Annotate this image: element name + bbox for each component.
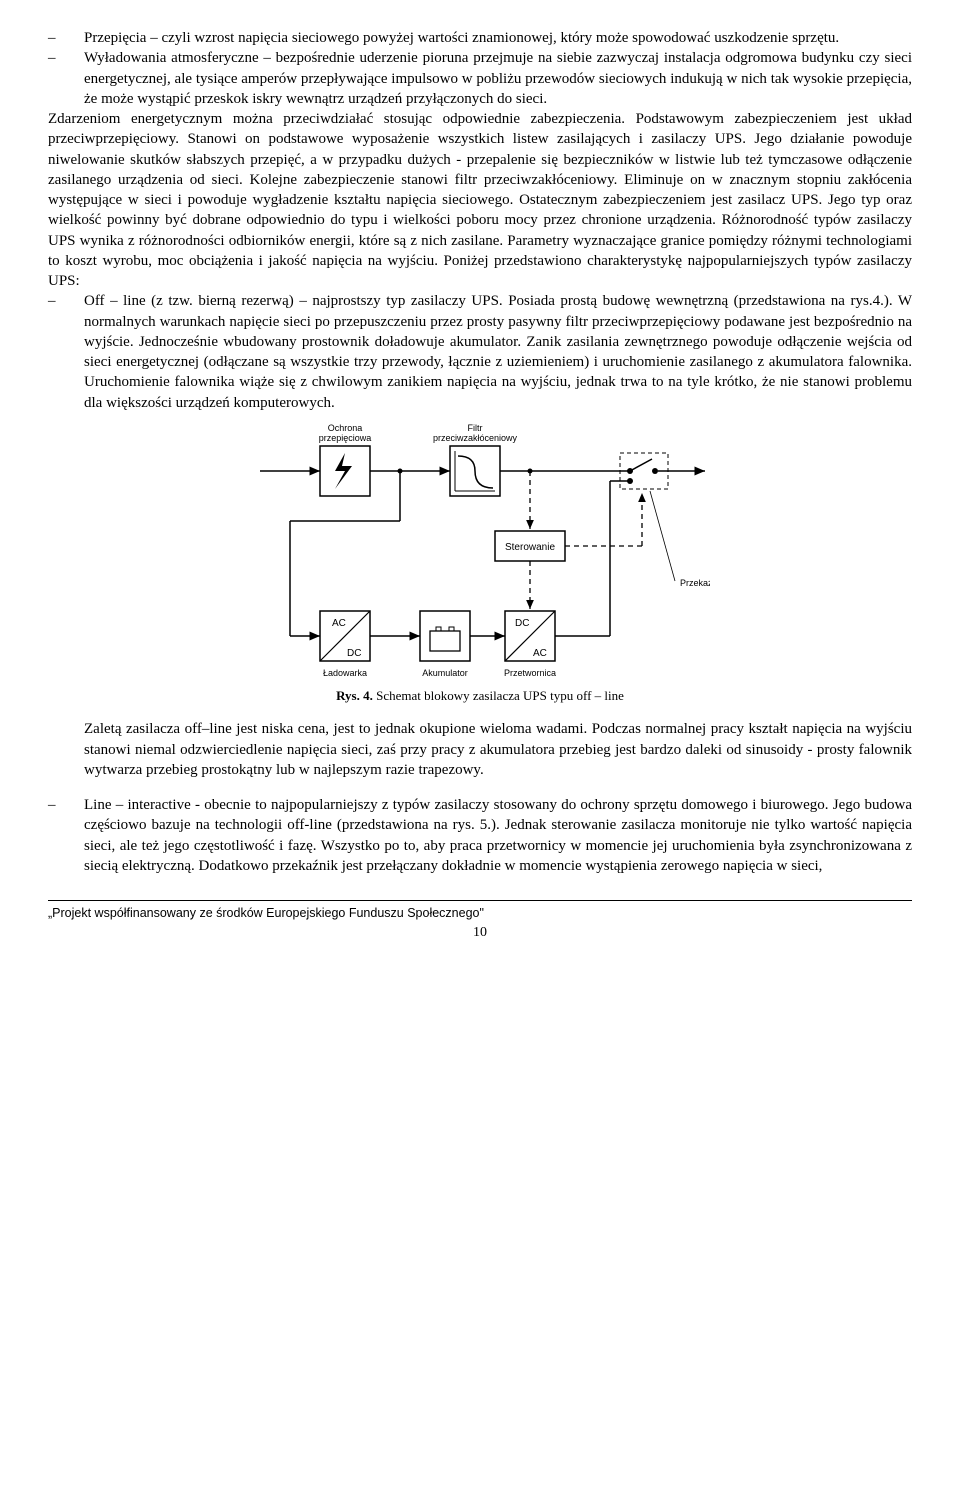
label-inverter: Przetwornica [504, 668, 556, 678]
label-battery: Akumulator [422, 668, 468, 678]
bullet-text: Line – interactive - obecnie to najpopul… [84, 795, 912, 876]
label-ac: AC [533, 648, 547, 659]
caption-text: Schemat blokowy zasilacza UPS typu off –… [373, 688, 624, 703]
relay-node [652, 468, 658, 474]
body-paragraph: Zdarzeniom energetycznym można przeciwdz… [48, 109, 912, 291]
bullet-text: Off – line (z tzw. bierną rezerwą) – naj… [84, 291, 912, 413]
relay-node [627, 478, 633, 484]
bullet-dash: – [48, 795, 84, 876]
label-relay: Przekaźnik [680, 578, 710, 588]
page-number: 10 [48, 924, 912, 943]
caption-prefix: Rys. 4. [336, 688, 373, 703]
label-dc: DC [347, 648, 361, 659]
bullet-dash: – [48, 28, 84, 48]
ups-offline-diagram: Ochrona przepięciowa Filtr przeciwzakłóc… [48, 421, 912, 681]
bullet-item: – Przepięcia – czyli wzrost napięcia sie… [48, 28, 912, 48]
label-dc: DC [515, 618, 529, 629]
label-control: Sterowanie [505, 542, 555, 553]
label-ac: AC [332, 618, 346, 629]
label-filter-2: przeciwzakłóceniowy [433, 433, 518, 443]
diagram-svg: Ochrona przepięciowa Filtr przeciwzakłóc… [250, 421, 710, 681]
battery-box [420, 611, 470, 661]
bullet-item: – Line – interactive - obecnie to najpop… [48, 795, 912, 876]
label-filter-1: Filtr [468, 423, 483, 433]
leader-line [650, 491, 675, 581]
label-surge-1: Ochrona [328, 423, 363, 433]
bullet-item: – Wyładowania atmosferyczne – bezpośredn… [48, 48, 912, 109]
label-charger: Ładowarka [323, 668, 367, 678]
bullet-dash: – [48, 48, 84, 109]
relay-switch [630, 459, 652, 471]
bullet-text: Przepięcia – czyli wzrost napięcia sieci… [84, 28, 912, 48]
bullet-text: Wyładowania atmosferyczne – bezpośrednie… [84, 48, 912, 109]
figure-caption: Rys. 4. Schemat blokowy zasilacza UPS ty… [48, 687, 912, 705]
bullet-dash: – [48, 291, 84, 413]
bullet-item: – Off – line (z tzw. bierną rezerwą) – n… [48, 291, 912, 413]
body-paragraph: Zaletą zasilacza off–line jest niska cen… [84, 719, 912, 780]
footer-text: „Projekt współfinansowany ze środków Eur… [48, 900, 912, 922]
label-surge-2: przepięciowa [319, 433, 372, 443]
